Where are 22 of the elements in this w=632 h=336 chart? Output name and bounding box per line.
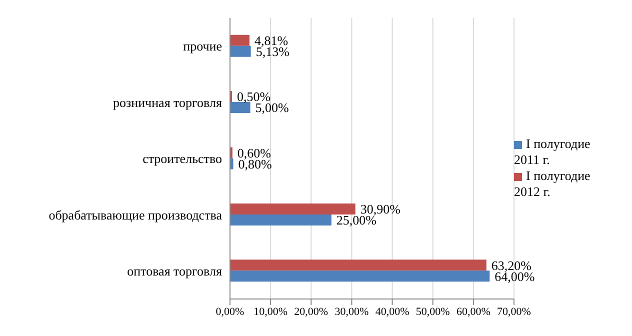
bar bbox=[230, 34, 250, 46]
y-tick-label: строительство bbox=[142, 151, 222, 166]
legend-label: I полугодие 2011 г. bbox=[514, 136, 590, 167]
legend-label: I полугодие 2012 г. bbox=[514, 168, 590, 199]
bar bbox=[230, 270, 490, 282]
x-tick-label: 30,00% bbox=[334, 306, 369, 318]
y-tick-label: обрабатывающие производства bbox=[48, 207, 222, 222]
x-tick-label: 20,00% bbox=[294, 306, 328, 318]
x-tick-label: 10,00% bbox=[254, 306, 288, 318]
bar bbox=[230, 203, 356, 214]
bar bbox=[230, 260, 486, 271]
x-tick-label: 0,00% bbox=[216, 306, 244, 318]
x-tick-label: 50,00% bbox=[416, 306, 450, 318]
x-tick-label: 40,00% bbox=[375, 306, 410, 318]
y-tick-label: оптовая торговля bbox=[127, 264, 222, 279]
bar bbox=[230, 102, 250, 114]
y-tick-label: розничная торговля bbox=[113, 94, 222, 110]
x-tick-label: 70,00% bbox=[497, 306, 531, 318]
x-tick-label: 60,00% bbox=[456, 306, 490, 318]
y-tick-label: прочие bbox=[183, 38, 222, 54]
bar bbox=[230, 46, 251, 57]
bar bbox=[230, 214, 332, 226]
